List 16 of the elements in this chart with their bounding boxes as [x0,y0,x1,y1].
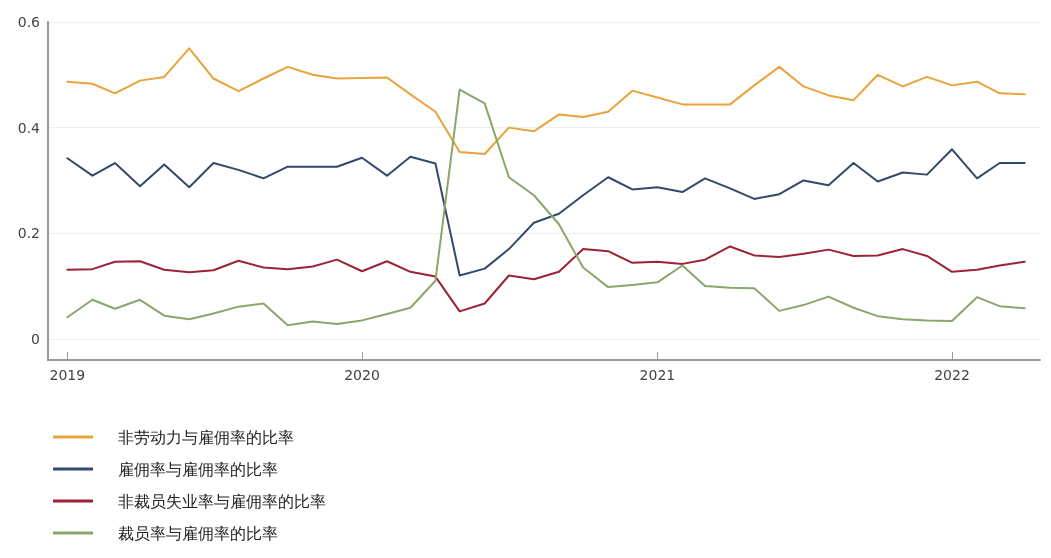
x-tick-label: 2019 [49,367,86,383]
line-series [66,245,1026,313]
legend-label: 裁员率与雇佣率的比率 [118,523,278,543]
line-series [66,148,1026,277]
y-tick-label: 0.2 [17,225,40,242]
y-tick-label: 0 [31,330,40,347]
legend-label: 非劳动力与雇佣率的比率 [118,427,294,447]
line-series [66,88,1026,327]
legend-label: 非裁员失业率与雇佣率的比率 [118,491,326,511]
y-tick-label: 0.4 [17,119,41,136]
x-tick-label: 2021 [639,367,676,383]
x-tick-label: 2022 [934,367,970,383]
legend-label: 雇佣率与雇佣率的比率 [118,459,278,479]
y-tick-label: 0.6 [17,14,41,30]
x-tick-label: 2020 [344,367,380,383]
line-series [66,47,1026,156]
